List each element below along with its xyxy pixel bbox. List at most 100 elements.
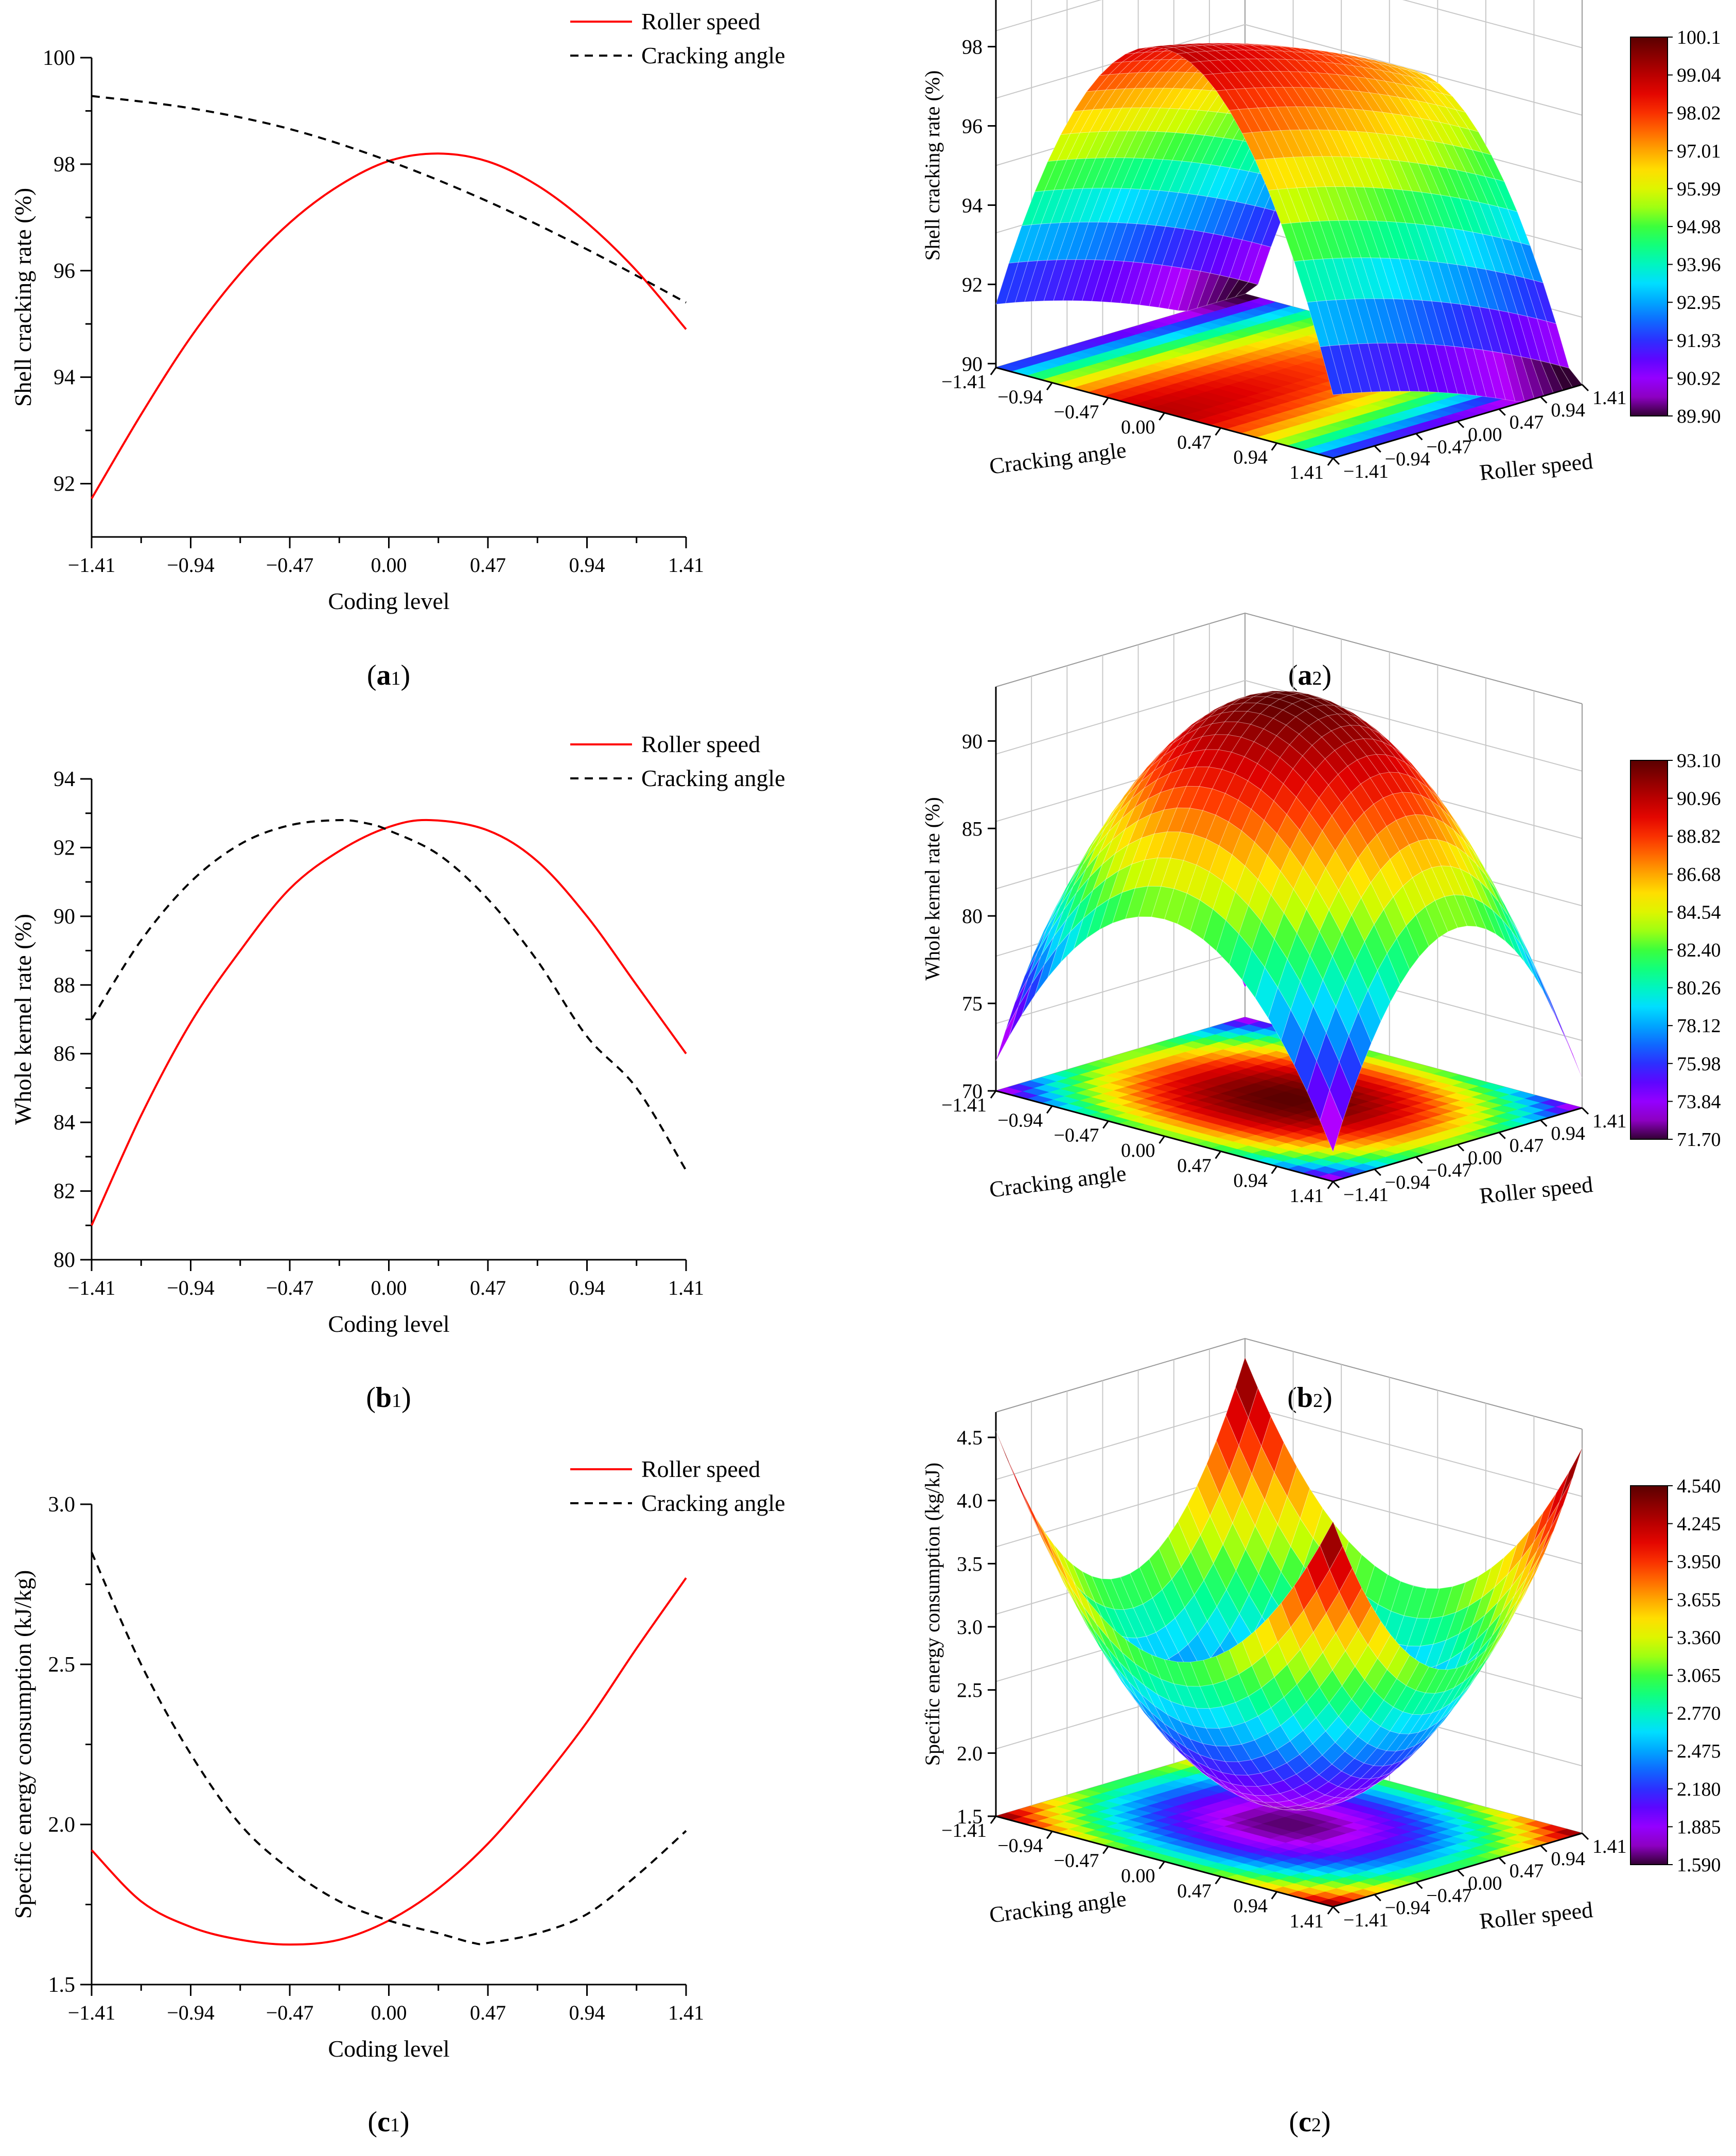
y3d-tick-label: −0.94: [1385, 448, 1430, 470]
colorbar-label: 1.885: [1677, 1816, 1721, 1838]
y3d-tick-label: 0.00: [1468, 424, 1502, 446]
y-tick-label: 86: [54, 1042, 75, 1066]
surface-patch: [1471, 149, 1496, 180]
x3d-tick: [1215, 1151, 1221, 1159]
x-tick-label: 0.00: [371, 553, 407, 577]
surface-patch: [1394, 82, 1418, 101]
x-tick-label: −1.41: [68, 2001, 116, 2024]
surface-patch: [1338, 1698, 1362, 1728]
y3d-tick: [1498, 408, 1506, 416]
x3d-tick: [1046, 382, 1053, 391]
surface-patch: [1216, 277, 1239, 303]
x3d-tick-label: 0.00: [1121, 1865, 1155, 1887]
x3d-tick: [1159, 1861, 1165, 1869]
surface: [995, 43, 1583, 402]
y3d-tick: [1374, 445, 1381, 453]
x3d-tick: [1327, 1906, 1334, 1915]
panel-label-letter: a: [1298, 659, 1312, 691]
z-tick-label: 4.0: [957, 1489, 983, 1512]
colorbar-label: 75.98: [1677, 1053, 1721, 1075]
surface-patch: [1203, 74, 1226, 91]
x3d-tick-label: 0.47: [1177, 1880, 1212, 1902]
surface-patch: [1112, 53, 1136, 63]
y3d-tick-label: −0.47: [1426, 436, 1471, 458]
colorbar-label: 3.360: [1677, 1627, 1721, 1648]
surface-patch: [1008, 224, 1032, 264]
surface-patch: [1255, 1618, 1278, 1656]
surface-patch: [1099, 61, 1123, 76]
y3d-tick-label: −0.94: [1385, 1172, 1430, 1193]
surface-patch: [1082, 827, 1106, 865]
surface-patch: [1404, 67, 1427, 76]
panel-label-sub: 1: [391, 668, 401, 689]
surface-patch: [1303, 156, 1326, 187]
surface-patch: [1354, 1783, 1377, 1797]
surface: [995, 690, 1583, 1153]
surface-patch: [1255, 966, 1278, 1019]
surface-patch: [1418, 1708, 1442, 1733]
surface-patch: [1367, 343, 1391, 392]
y3d-tick: [1415, 433, 1423, 441]
surface-patch: [1037, 222, 1061, 262]
surface-patch: [1242, 949, 1266, 999]
surface-patch: [1270, 71, 1294, 88]
series-line-roller-speed: [91, 819, 687, 1226]
x-tick-label: −1.41: [68, 1276, 116, 1299]
y3d-tick-label: −0.94: [1385, 1897, 1430, 1919]
colorbar-label: 80.26: [1677, 978, 1721, 999]
panel-label-sub: 2: [1311, 2114, 1321, 2136]
y3d-tick: [1457, 1869, 1465, 1877]
surface-patch: [1367, 1621, 1391, 1659]
surface-patch: [1307, 1060, 1330, 1122]
x-tick-label: 0.47: [470, 2001, 506, 2024]
panel-label-letter: b: [376, 1382, 392, 1414]
y-tick-label: 2.0: [48, 1813, 76, 1837]
colorbar-label: 90.96: [1677, 788, 1721, 810]
colorbar-label: 2.180: [1677, 1779, 1721, 1800]
surface-patch: [1203, 1656, 1226, 1685]
x3d-tick: [1215, 427, 1221, 436]
surface-patch: [1150, 743, 1173, 768]
y3d-tick-label: −0.47: [1426, 1885, 1471, 1906]
colorbar-label: 3.065: [1677, 1665, 1721, 1686]
panel-label-paren: ): [400, 2106, 410, 2138]
colorbar-label: 100.1: [1677, 27, 1721, 48]
x3d-tick-label: −1.41: [941, 1820, 987, 1841]
surface-patch: [1034, 160, 1058, 192]
surface-patch: [1201, 721, 1225, 737]
chart-a1: 92 94 96 98 100 −1.41 −0.94 −0.47 0.00 0.47 0.94 1.…: [10, 8, 785, 691]
x-tick-label: −0.94: [167, 2001, 215, 2024]
surface-patch: [1320, 345, 1343, 395]
surface-patch: [1180, 43, 1203, 46]
colorbar-label: 2.770: [1677, 1703, 1721, 1725]
y-tick-label: 3.0: [48, 1493, 76, 1517]
y3d-tick-label: 1.41: [1592, 1836, 1627, 1857]
panel-label-letter: b: [1297, 1382, 1313, 1414]
y3d-tick: [1581, 1107, 1589, 1115]
panel-label: (b1): [366, 1382, 411, 1414]
z-tick-label: 90: [962, 352, 983, 375]
panel-label-sub: 2: [1313, 1390, 1323, 1412]
x3d-tick-label: 0.94: [1233, 1170, 1268, 1192]
x3d-tick-label: −0.47: [1054, 402, 1099, 423]
surface-patch: [1285, 691, 1308, 694]
x-axis-label: Coding level: [328, 2036, 449, 2062]
surface-patch: [1034, 1516, 1058, 1565]
y-axis-label: Specific energy consumption (kJ/kg): [10, 1570, 36, 1919]
surface-patch: [1179, 89, 1202, 110]
x-tick-label: −1.41: [68, 553, 116, 577]
colorbar-label: 91.93: [1677, 330, 1721, 352]
colorbar-label: 98.02: [1677, 102, 1721, 124]
y3d-axis-label: Roller speed: [1478, 1897, 1594, 1934]
z-axis-label: Shell cracking rate (%): [921, 71, 944, 261]
colorbar-label: 71.70: [1677, 1129, 1721, 1151]
y-tick-label: 80: [54, 1248, 75, 1272]
panel-label-paren: (: [367, 2106, 377, 2138]
surface-patch: [1412, 1692, 1436, 1715]
surface-patch: [1293, 260, 1317, 303]
surface-patch: [1234, 756, 1258, 781]
x3d-tick: [1046, 1831, 1053, 1839]
surface-patch: [1024, 259, 1048, 302]
x-tick-label: 0.94: [569, 1276, 605, 1299]
x3d-axis-label: Cracking angle: [988, 437, 1128, 479]
